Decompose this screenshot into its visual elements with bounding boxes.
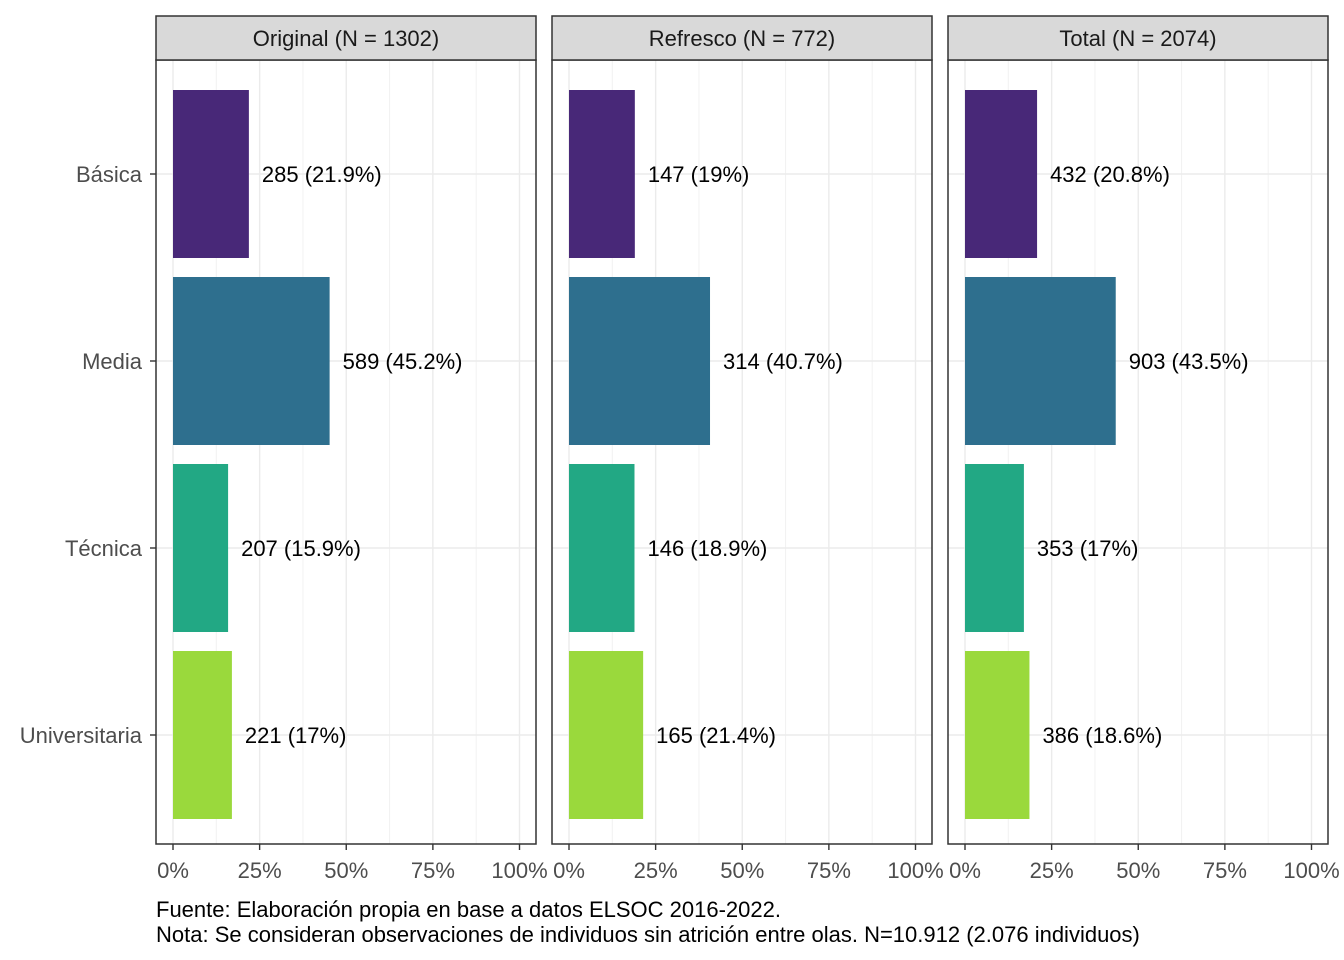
bar-media — [965, 277, 1116, 445]
bar-basica — [965, 90, 1038, 258]
bar-universitaria — [965, 651, 1030, 819]
bar-data-label: 589 (45.2%) — [343, 349, 463, 374]
bar-universitaria — [569, 651, 644, 819]
x-tick-label: 0% — [949, 858, 981, 883]
x-tick-label: 75% — [411, 858, 455, 883]
bar-basica — [569, 90, 635, 258]
bar-data-label: 903 (43.5%) — [1129, 349, 1249, 374]
facet-strip — [551, 15, 933, 61]
x-tick-label: 50% — [1116, 858, 1160, 883]
x-tick-label: 100% — [887, 858, 943, 883]
y-tick-label: Técnica — [65, 536, 143, 561]
bar-data-label: 432 (20.8%) — [1050, 162, 1170, 187]
facet-strip — [155, 15, 537, 61]
bar-data-label: 207 (15.9%) — [241, 536, 361, 561]
bar-data-label: 165 (21.4%) — [656, 723, 776, 748]
facet-title: Original (N = 1302) — [253, 26, 439, 51]
caption-note: Nota: Se consideran observaciones de ind… — [156, 922, 1140, 947]
facet-strip — [947, 15, 1329, 61]
bar-data-label: 285 (21.9%) — [262, 162, 382, 187]
x-tick-label: 0% — [157, 858, 189, 883]
bar-basica — [173, 90, 249, 258]
bar-media — [173, 277, 330, 445]
bar-tecnica — [965, 464, 1024, 632]
bar-data-label: 146 (18.9%) — [647, 536, 767, 561]
x-tick-label: 50% — [324, 858, 368, 883]
y-tick-label: Básica — [76, 162, 143, 187]
facet-title: Refresco (N = 772) — [649, 26, 835, 51]
bar-data-label: 147 (19%) — [648, 162, 750, 187]
x-tick-label: 25% — [634, 858, 678, 883]
bar-tecnica — [173, 464, 229, 632]
x-tick-label: 75% — [1203, 858, 1247, 883]
x-tick-label: 75% — [807, 858, 851, 883]
bar-data-label: 221 (17%) — [245, 723, 347, 748]
x-tick-label: 100% — [1283, 858, 1339, 883]
bar-media — [569, 277, 711, 445]
bar-data-label: 353 (17%) — [1037, 536, 1139, 561]
x-tick-label: 25% — [1030, 858, 1074, 883]
y-tick-label: Universitaria — [20, 723, 143, 748]
y-tick-label: Media — [82, 349, 143, 374]
bar-tecnica — [569, 464, 635, 632]
bar-data-label: 314 (40.7%) — [723, 349, 843, 374]
x-tick-label: 100% — [491, 858, 547, 883]
x-tick-label: 50% — [720, 858, 764, 883]
x-tick-label: 25% — [238, 858, 282, 883]
bar-universitaria — [173, 651, 232, 819]
facet-title: Total (N = 2074) — [1059, 26, 1216, 51]
caption-source: Fuente: Elaboración propia en base a dat… — [156, 897, 781, 922]
bar-data-label: 386 (18.6%) — [1042, 723, 1162, 748]
x-tick-label: 0% — [553, 858, 585, 883]
